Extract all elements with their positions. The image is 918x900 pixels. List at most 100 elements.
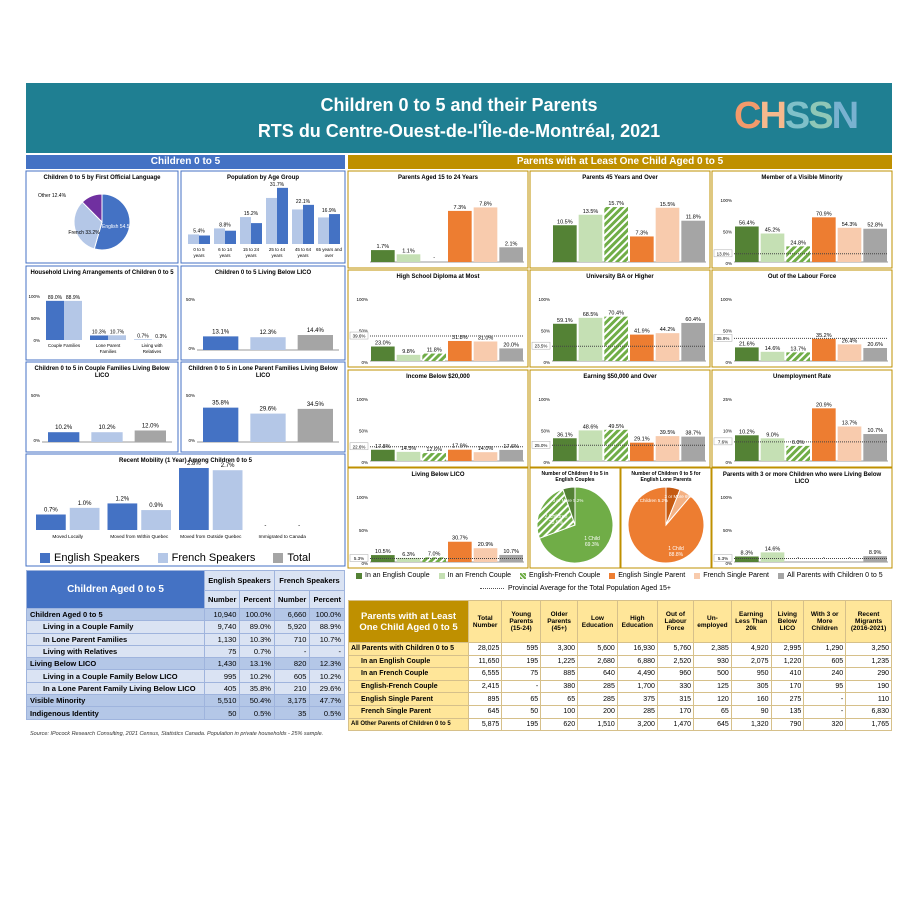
table-cell: 210	[273, 681, 311, 696]
table-cell: 1,235	[845, 654, 892, 669]
bar	[188, 234, 199, 244]
page-subtitle: RTS du Centre-Ouest-de-l'Île-de-Montréal…	[257, 121, 661, 141]
chart-title: Parents 45 Years and Over	[582, 175, 658, 181]
data-label: 20.6%	[867, 342, 883, 348]
bar	[422, 557, 446, 562]
bar	[90, 335, 108, 340]
table-cell: 285	[577, 692, 618, 706]
source-note: Source: IPocock Research Consulting, 202…	[30, 731, 324, 737]
panel-frame	[347, 467, 529, 569]
table-cell: 315	[656, 692, 695, 706]
col-percent: Percent	[239, 590, 275, 609]
data-label: 10.3%	[92, 329, 107, 335]
tick-label: 0%	[725, 360, 732, 365]
tick-label: over	[325, 253, 334, 258]
provincial-label: 5.3%	[354, 556, 364, 561]
pie-label: English 54.5%	[102, 224, 135, 230]
lang-pie-slice	[93, 193, 131, 251]
bar	[225, 230, 236, 244]
provincial-box	[349, 331, 369, 340]
data-label: 15.2%	[244, 211, 259, 217]
table-cell: -	[803, 704, 847, 719]
data-label: 52.8%	[867, 223, 883, 229]
table-cell: 50	[501, 704, 542, 719]
legend-label-total: Total	[287, 552, 311, 564]
table-cell: 65	[540, 692, 579, 706]
data-label: 10.7%	[867, 428, 883, 434]
tick-label: 50%	[359, 528, 368, 533]
tick-label: Moved from Outside Quebec	[180, 534, 242, 540]
tick-label: 100%	[356, 397, 368, 402]
tick-label: 0%	[361, 360, 368, 365]
table-cell: 5,920	[273, 620, 311, 634]
left-table-title: Children Aged 0 to 5	[26, 570, 205, 609]
bar	[266, 197, 277, 244]
data-label: 11.8%	[686, 215, 701, 221]
table-cell: 195	[501, 654, 542, 669]
tick-label: Moved from Within Quebec	[110, 534, 169, 540]
bar	[297, 335, 333, 350]
bar	[655, 333, 680, 361]
data-label: 12.3%	[259, 330, 277, 336]
bar	[473, 452, 498, 461]
data-label: 15.5%	[660, 202, 676, 208]
bar	[396, 451, 421, 461]
data-label: 1.2%	[116, 496, 130, 502]
data-label: 20.9%	[816, 402, 832, 408]
bar	[36, 514, 66, 530]
data-label: 48.6%	[583, 424, 599, 430]
bar	[760, 233, 785, 262]
legend-right: In an English Couple In an French Couple…	[356, 572, 883, 579]
tick-label: Lone Parent	[96, 343, 121, 348]
chart-title: Member of a Visible Minority	[761, 175, 843, 181]
data-label: 13.7%	[842, 420, 858, 426]
data-label: 20.9%	[478, 542, 494, 548]
tick-label: 100%	[720, 198, 732, 203]
table-cell: 4,920	[730, 642, 772, 656]
table-cell: 65	[693, 704, 732, 719]
bar	[735, 435, 759, 461]
tick-label: 0%	[188, 438, 195, 443]
table-cell: 3,175	[273, 694, 311, 708]
bar	[292, 209, 303, 244]
data-label: 10.5%	[557, 219, 573, 225]
data-label: 7.0%	[428, 551, 441, 557]
chart-title: Living Below LICO	[411, 472, 464, 478]
provincial-box	[713, 249, 733, 258]
table-cell: 100	[540, 704, 579, 719]
table-row: All Other Parents of Children 0 to 5 5,87…	[348, 717, 892, 732]
tick-label: years	[297, 253, 309, 258]
data-label: 1.1%	[402, 248, 415, 254]
table-cell: 16,930	[616, 642, 658, 656]
tick-label: 50%	[541, 429, 550, 434]
bar	[735, 347, 759, 361]
legend-label-eng-single: English Single Parent	[618, 572, 686, 579]
data-label: 0.7%	[44, 508, 58, 514]
pie-label: French 33.2%	[68, 230, 100, 236]
table-cell: 10.7%	[309, 632, 345, 646]
data-label: -	[298, 523, 300, 529]
bar	[214, 228, 225, 244]
table-cell: 100.0%	[309, 607, 345, 622]
bar	[473, 548, 498, 562]
bar	[760, 438, 785, 461]
tick-label: 0%	[725, 460, 732, 465]
data-label: 7.3%	[636, 230, 649, 236]
table-cell: 3,300	[540, 642, 579, 656]
bar	[422, 353, 446, 361]
tick-label: 25%	[723, 397, 732, 402]
data-label: 23.0%	[375, 341, 391, 347]
table-cell: 285	[616, 704, 658, 719]
legend-left: English Speakers French Speakers Total	[40, 552, 311, 564]
table-cell: 4,490	[616, 667, 658, 681]
data-label: 49.5%	[608, 424, 624, 430]
chart-title: Children 0 to 5 in Couple Families Livin…	[34, 366, 169, 372]
data-label: 22.1%	[296, 199, 311, 205]
bar	[473, 207, 498, 262]
table-cell: 0.5%	[239, 706, 275, 720]
tick-label: 0%	[543, 460, 550, 465]
data-label: 12.0%	[142, 423, 160, 429]
left-table: Children Aged 0 to 5 English Speakers Fr…	[26, 569, 346, 720]
chart-title: Number of Children 0 to 5 for	[631, 471, 700, 477]
